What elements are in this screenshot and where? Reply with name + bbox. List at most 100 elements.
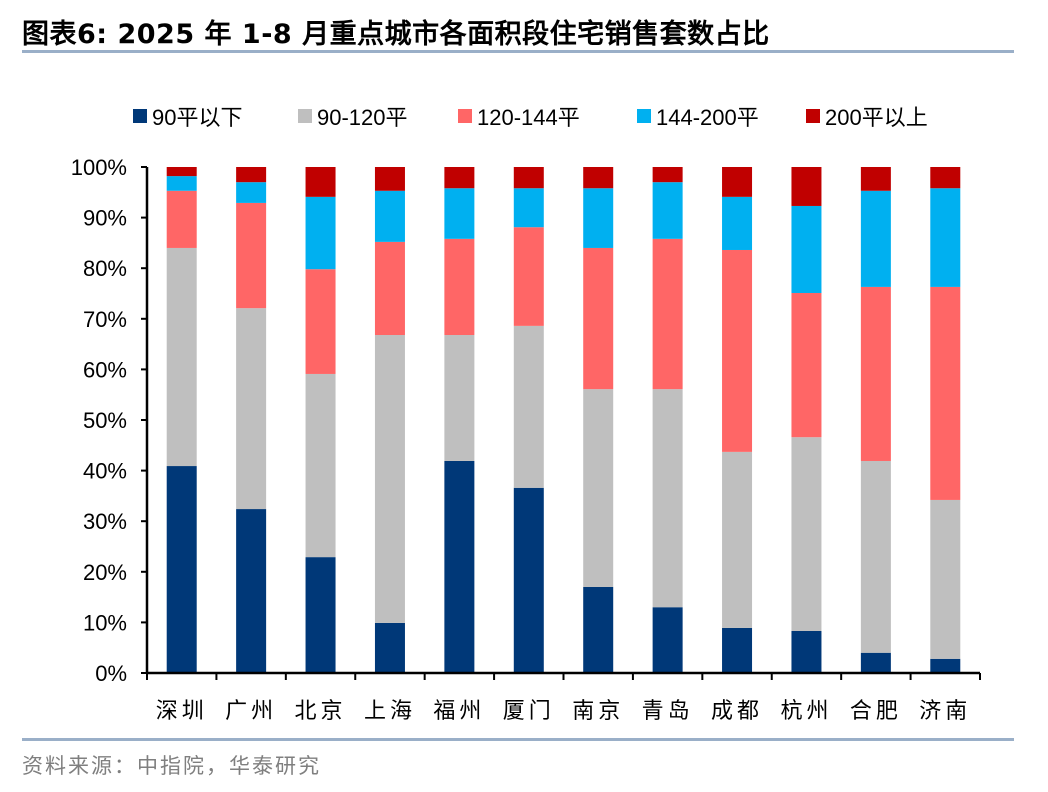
legend-label: 90平以下 xyxy=(152,105,242,130)
legend-label: 200平以上 xyxy=(825,105,928,130)
bar-segment xyxy=(860,460,891,653)
bar-segment xyxy=(444,334,475,461)
y-tick-label: 100% xyxy=(71,155,127,180)
y-tick-label: 20% xyxy=(83,560,127,585)
bar-segment xyxy=(860,652,891,673)
bar-segment xyxy=(930,658,961,673)
bar-stack-10 xyxy=(860,167,891,673)
x-category-label: 深圳 xyxy=(156,699,208,724)
legend-swatch xyxy=(298,109,312,123)
bar-segment xyxy=(236,182,267,203)
y-tick-label: 70% xyxy=(83,307,127,332)
bar-segment xyxy=(513,487,544,673)
x-category-label: 合肥 xyxy=(850,699,902,724)
source-note: 资料来源：中指院，华泰研究 xyxy=(22,754,321,778)
bar-segment xyxy=(791,205,822,293)
x-category-label: 上海 xyxy=(364,699,416,724)
bar-segment xyxy=(791,631,822,673)
bar-stack-8 xyxy=(722,167,753,673)
bar-segment xyxy=(444,167,475,189)
y-tick-label: 50% xyxy=(83,408,127,433)
x-category-label: 广州 xyxy=(225,699,277,724)
bar-segment xyxy=(236,202,267,309)
bar-segment xyxy=(860,190,891,287)
bar-segment xyxy=(444,238,475,335)
bar-segment xyxy=(722,196,753,250)
bar-segment xyxy=(652,389,683,608)
bar-segment xyxy=(513,167,544,189)
bar-stack-0 xyxy=(166,167,197,673)
bar-segment xyxy=(930,286,961,500)
bar-segment xyxy=(583,167,614,189)
legend-label: 144-200平 xyxy=(656,105,759,130)
y-tick-label: 60% xyxy=(83,357,127,382)
x-category-label: 青岛 xyxy=(642,699,694,724)
x-category-label: 成都 xyxy=(711,699,763,724)
bar-stack-6 xyxy=(583,167,614,673)
bar-segment xyxy=(513,325,544,488)
bar-stack-3 xyxy=(374,167,405,673)
bar-segment xyxy=(722,167,753,197)
bar-segment xyxy=(860,286,891,461)
y-tick-label: 30% xyxy=(83,509,127,534)
bar-segment xyxy=(791,167,822,206)
bar-segment xyxy=(791,292,822,438)
legend-swatch xyxy=(458,109,472,123)
bar-segment xyxy=(652,607,683,673)
y-tick-label: 0% xyxy=(95,661,127,686)
title-divider xyxy=(22,50,1014,53)
bar-segment xyxy=(166,247,197,467)
bars xyxy=(166,167,961,673)
bar-segment xyxy=(583,586,614,673)
bar-segment xyxy=(305,269,336,374)
bar-segment xyxy=(166,466,197,673)
legend-swatch xyxy=(133,109,147,123)
bar-segment xyxy=(305,167,336,197)
bar-segment xyxy=(444,188,475,239)
bar-segment xyxy=(513,227,544,326)
bar-segment xyxy=(236,167,267,183)
x-category-label: 杭州 xyxy=(780,699,832,724)
bar-segment xyxy=(305,373,336,558)
bar-segment xyxy=(722,249,753,452)
bar-segment xyxy=(791,437,822,632)
x-axis: 深圳 广州 北京 上海 福州 厦门 南京 青岛 成都 杭州 合肥 济南 xyxy=(146,671,981,724)
bar-segment xyxy=(513,188,544,228)
bar-stack-11 xyxy=(930,167,961,673)
bar-segment xyxy=(305,196,336,270)
x-category-label: 北京 xyxy=(295,699,347,724)
legend: 90平以下 90-120平 120-144平 144-200平 200平以上 xyxy=(133,105,928,130)
x-category-label: 南京 xyxy=(572,699,624,724)
bar-segment xyxy=(930,167,961,189)
bar-segment xyxy=(652,167,683,183)
x-category-label: 济南 xyxy=(919,699,971,724)
bar-segment xyxy=(860,167,891,191)
bar-segment xyxy=(930,499,961,659)
bar-segment xyxy=(583,389,614,587)
y-tick-label: 10% xyxy=(83,610,127,635)
bar-segment xyxy=(652,182,683,239)
bar-segment xyxy=(374,622,405,673)
bar-segment xyxy=(722,627,753,673)
bar-segment xyxy=(374,190,405,242)
bar-stack-2 xyxy=(305,167,336,673)
bar-stack-9 xyxy=(791,167,822,673)
bar-segment xyxy=(305,557,336,673)
bar-segment xyxy=(374,167,405,191)
x-category-label: 福州 xyxy=(433,699,485,724)
bar-stack-4 xyxy=(444,167,475,673)
bar-segment xyxy=(930,188,961,287)
bar-segment xyxy=(166,190,197,248)
bar-segment xyxy=(166,176,197,191)
source-divider xyxy=(22,738,1014,741)
y-axis: 0% 10% 20% 30% 40% 50% 60% 70% 80% 90% 100% xyxy=(71,155,149,686)
y-tick-label: 40% xyxy=(83,459,127,484)
legend-label: 120-144平 xyxy=(477,105,580,130)
bar-segment xyxy=(583,188,614,248)
legend-swatch xyxy=(637,109,651,123)
bar-segment xyxy=(236,308,267,510)
legend-label: 90-120平 xyxy=(317,105,408,130)
bar-segment xyxy=(583,247,614,390)
bar-segment xyxy=(652,238,683,390)
